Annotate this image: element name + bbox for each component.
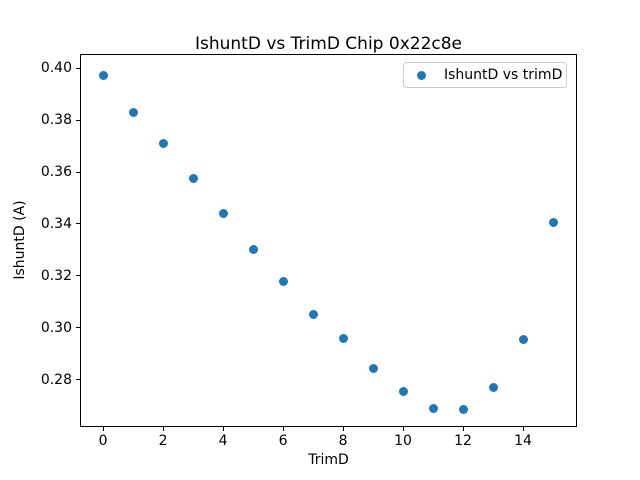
data-point	[368, 363, 378, 373]
chart-title: IshuntD vs TrimD Chip 0x22c8e	[194, 34, 463, 54]
y-tick-mark	[76, 119, 80, 121]
x-tick-mark	[522, 427, 524, 431]
y-tick-label: 0.38	[40, 112, 72, 129]
y-tick-label: 0.36	[40, 164, 72, 180]
data-point	[458, 405, 468, 415]
x-tick-mark	[282, 427, 284, 431]
data-point	[158, 138, 168, 148]
y-tick-mark	[76, 171, 80, 173]
data-point	[218, 209, 228, 219]
data-point	[98, 71, 108, 81]
data-point	[548, 218, 558, 228]
y-tick-mark	[76, 275, 80, 277]
y-tick-label: 0.40	[40, 60, 72, 77]
legend-label: IshuntD vs trimD	[444, 67, 563, 83]
x-tick-label: 10	[394, 433, 412, 449]
x-axis-label: TrimD	[308, 452, 349, 468]
x-tick-mark	[222, 427, 224, 431]
y-axis-label: IshuntD (A)	[12, 200, 28, 280]
x-tick-mark	[102, 427, 104, 431]
y-tick-label: 0.32	[40, 267, 72, 284]
data-point	[398, 387, 408, 397]
x-tick-label: 8	[338, 433, 348, 449]
x-tick-label: 6	[278, 433, 288, 449]
circle-marker-icon	[417, 70, 426, 80]
data-point	[248, 245, 258, 255]
x-tick-label: 12	[454, 433, 472, 449]
data-point	[338, 333, 348, 343]
plot-area	[80, 54, 577, 427]
y-tick-mark	[76, 223, 80, 225]
data-point	[128, 107, 138, 117]
x-tick-mark	[462, 427, 464, 431]
data-point	[518, 335, 528, 345]
data-point	[188, 174, 198, 183]
x-tick-label: 2	[158, 433, 168, 449]
data-point	[308, 310, 318, 320]
y-tick-mark	[76, 67, 80, 69]
y-tick-label: 0.34	[40, 215, 72, 232]
data-point	[278, 276, 288, 286]
y-tick-label: 0.30	[40, 319, 72, 336]
legend: IshuntD vs trimD	[403, 62, 567, 88]
y-tick-mark	[76, 327, 80, 329]
x-tick-mark	[342, 427, 344, 431]
data-point	[488, 383, 498, 393]
x-tick-label: 0	[98, 433, 108, 449]
x-tick-mark	[162, 427, 164, 431]
data-point	[428, 404, 438, 414]
x-tick-label: 14	[514, 433, 532, 449]
y-tick-label: 0.28	[40, 371, 72, 388]
x-tick-label: 4	[218, 433, 228, 449]
x-tick-mark	[402, 427, 404, 431]
y-tick-mark	[76, 379, 80, 381]
